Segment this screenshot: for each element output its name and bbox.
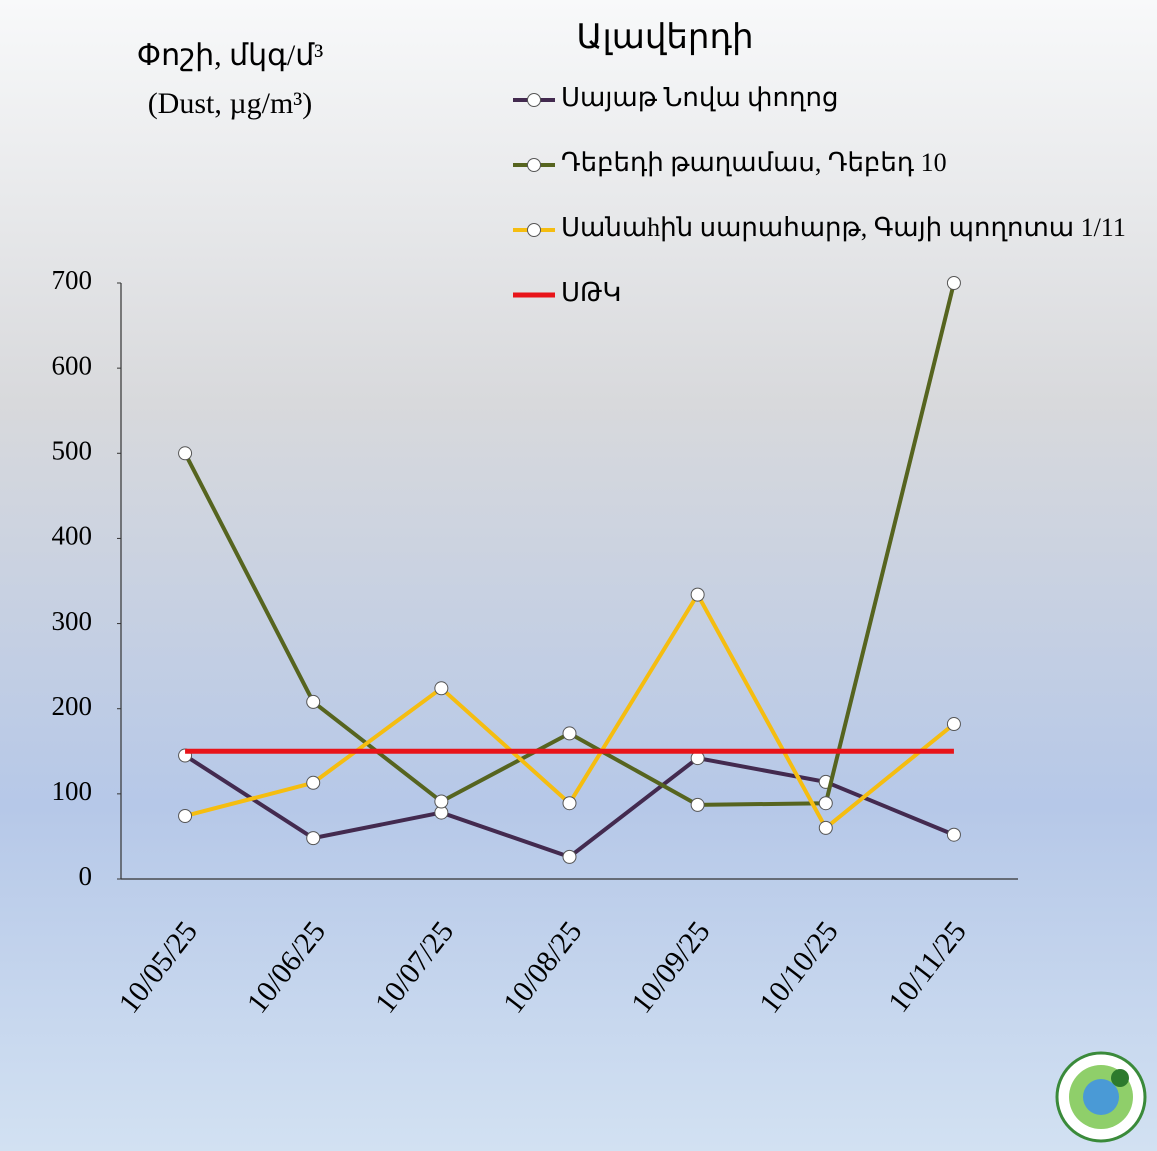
y-tick-label: 300	[52, 606, 93, 636]
y-axis-label: (Dust, µg/m³)	[148, 87, 313, 120]
data-point	[946, 276, 961, 290]
data-point	[946, 717, 961, 732]
legend-marker	[527, 158, 541, 172]
data-point	[562, 849, 577, 864]
y-axis-label: Փոշի, մկգ/մ³	[137, 39, 323, 72]
y-tick-label: 100	[52, 776, 93, 806]
data-point	[434, 794, 449, 809]
legend-label: Դեբեդի թաղամաս, Դեբեդ 10	[561, 148, 947, 177]
chart-title: Ալավերդի	[576, 19, 753, 56]
y-tick-label: 700	[52, 265, 93, 295]
data-point	[562, 726, 577, 741]
y-tick-label: 200	[52, 691, 93, 721]
y-tick-label: 500	[52, 435, 93, 465]
y-tick-label: 400	[52, 521, 93, 551]
legend-label: ՍԹԿ	[561, 278, 621, 307]
data-point	[306, 694, 321, 709]
legend-label: Սայաթ Նովա փողոց	[561, 83, 838, 112]
data-point	[178, 446, 193, 461]
data-point	[434, 681, 449, 696]
data-point	[178, 808, 193, 823]
legend-marker	[527, 93, 541, 107]
legend-label: Սանաhին սարահարթ, Գայի պողոտա 1/11	[561, 213, 1126, 242]
data-point	[818, 820, 833, 835]
data-point	[306, 831, 321, 846]
data-point	[562, 796, 577, 811]
y-tick-label: 0	[79, 861, 93, 891]
y-tick-label: 600	[52, 350, 93, 380]
data-point	[306, 775, 321, 790]
data-point	[946, 827, 961, 842]
data-point	[690, 797, 705, 812]
data-point	[818, 796, 833, 811]
data-point	[690, 587, 705, 602]
logo	[1055, 1051, 1147, 1143]
legend-marker	[527, 223, 541, 237]
